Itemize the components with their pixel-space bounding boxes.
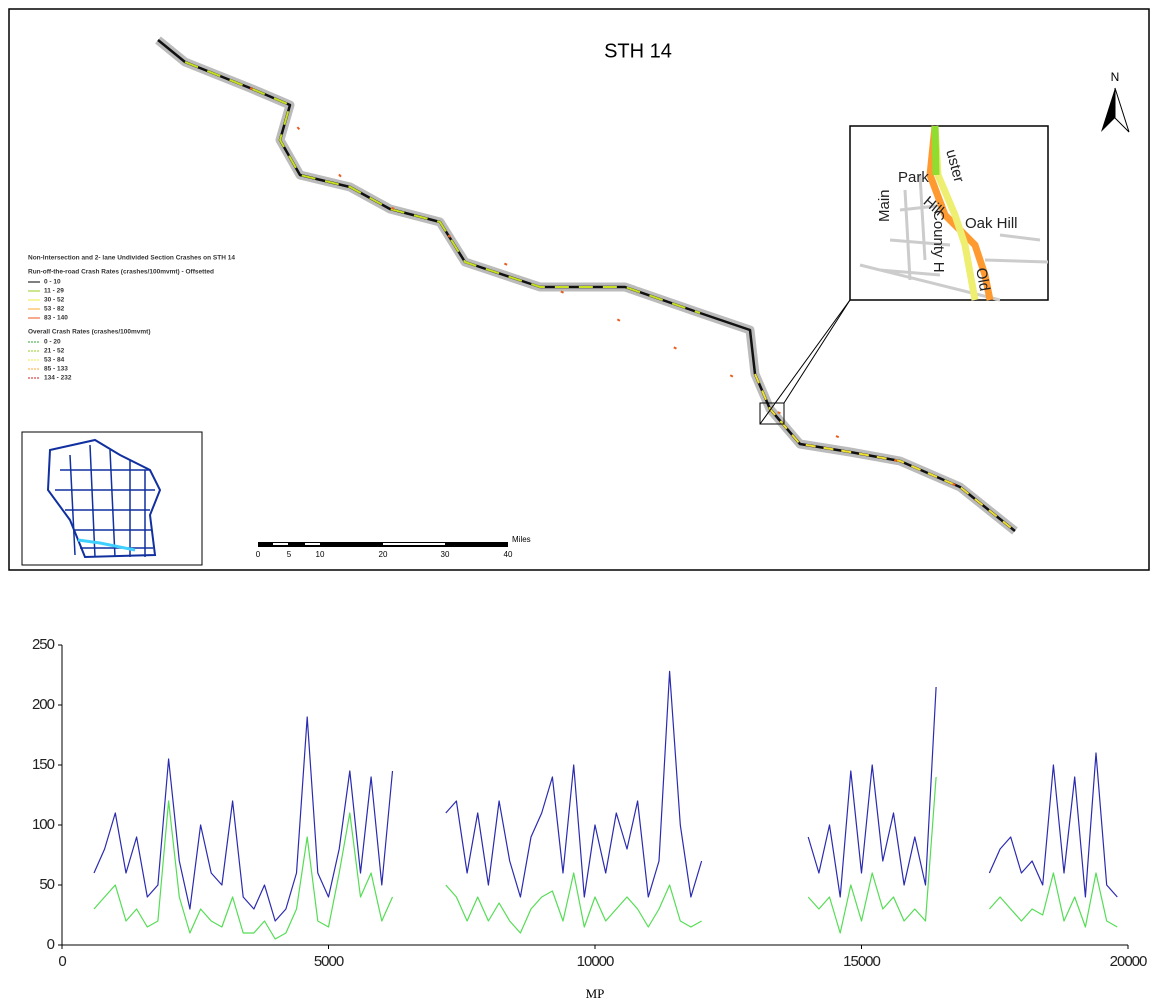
zoom-leader	[759, 299, 851, 425]
map-label: 20	[379, 550, 388, 559]
north-arrow	[1114, 87, 1130, 133]
map-label: Oak Hill	[965, 215, 1018, 232]
map-label: Miles	[512, 535, 531, 544]
map-label: County H	[930, 210, 947, 273]
route-segment	[754, 373, 1016, 532]
map-label: Non-Intersection and 2- lane Undivided S…	[28, 255, 235, 262]
map-label: 40	[504, 550, 513, 559]
north-arrow	[1101, 88, 1115, 132]
x-tick-label: 0	[58, 953, 66, 970]
map-legend: Non-Intersection and 2- lane Undivided S…	[28, 255, 235, 382]
map-label: 0 - 20	[44, 339, 61, 346]
x-tick-label: 10000	[577, 953, 614, 970]
map-title: STH 14	[604, 40, 672, 62]
map-label: 83 - 140	[44, 315, 68, 322]
map-label: 85 - 133	[44, 366, 68, 373]
map-label: 0	[256, 550, 261, 559]
zoom-box	[759, 402, 785, 425]
scale-bar: 0 5 10 20 30 40 Miles	[256, 535, 531, 559]
y-tick-label: 150	[32, 756, 55, 773]
data-line	[93, 670, 1118, 922]
x-tick-label: 15000	[843, 953, 880, 970]
map-label: 53 - 84	[44, 357, 65, 364]
line-chart: 0 50 100 150 200 250 0 5000 10000 15000 20000 MP	[32, 636, 1148, 1001]
map-panel: STH 14 N uster Park Hill Oak Hill Main C…	[8, 8, 1150, 571]
map-label: Main	[876, 189, 893, 222]
north-label: N	[1111, 70, 1120, 84]
map-label: Park	[898, 169, 929, 186]
locator-map	[21, 431, 203, 566]
y-tick-label: 50	[39, 876, 54, 893]
map-label: 10	[316, 550, 325, 559]
route-segment	[184, 61, 701, 314]
y-tick-label: 200	[32, 696, 55, 713]
y-tick-label: 0	[47, 936, 55, 953]
map-label: Old	[972, 266, 993, 292]
map-label: 53 - 82	[44, 306, 65, 313]
x-tick-label: 20000	[1110, 953, 1147, 970]
map-label: 0 - 10	[44, 279, 61, 286]
map-label: 21 - 52	[44, 348, 65, 355]
zoom-leader	[783, 299, 851, 404]
inset-map: uster Park Hill Oak Hill Main County H O…	[849, 125, 1049, 302]
map-label: 134 - 232	[44, 375, 72, 382]
map-label: 30	[441, 550, 450, 559]
map-label: 30 - 52	[44, 297, 65, 304]
map-label: Run-off-the-road Crash Rates (crashes/10…	[28, 269, 214, 276]
map-label: 5	[287, 550, 292, 559]
map-label: 11 - 29	[44, 288, 64, 295]
x-tick-label: 5000	[314, 953, 344, 970]
y-tick-label: 250	[32, 636, 55, 653]
data-line	[93, 776, 1118, 940]
map-label: Overall Crash Rates (crashes/100mvmt)	[28, 329, 150, 336]
y-tick-label: 100	[32, 816, 55, 833]
x-axis-label: MP	[586, 986, 605, 1001]
